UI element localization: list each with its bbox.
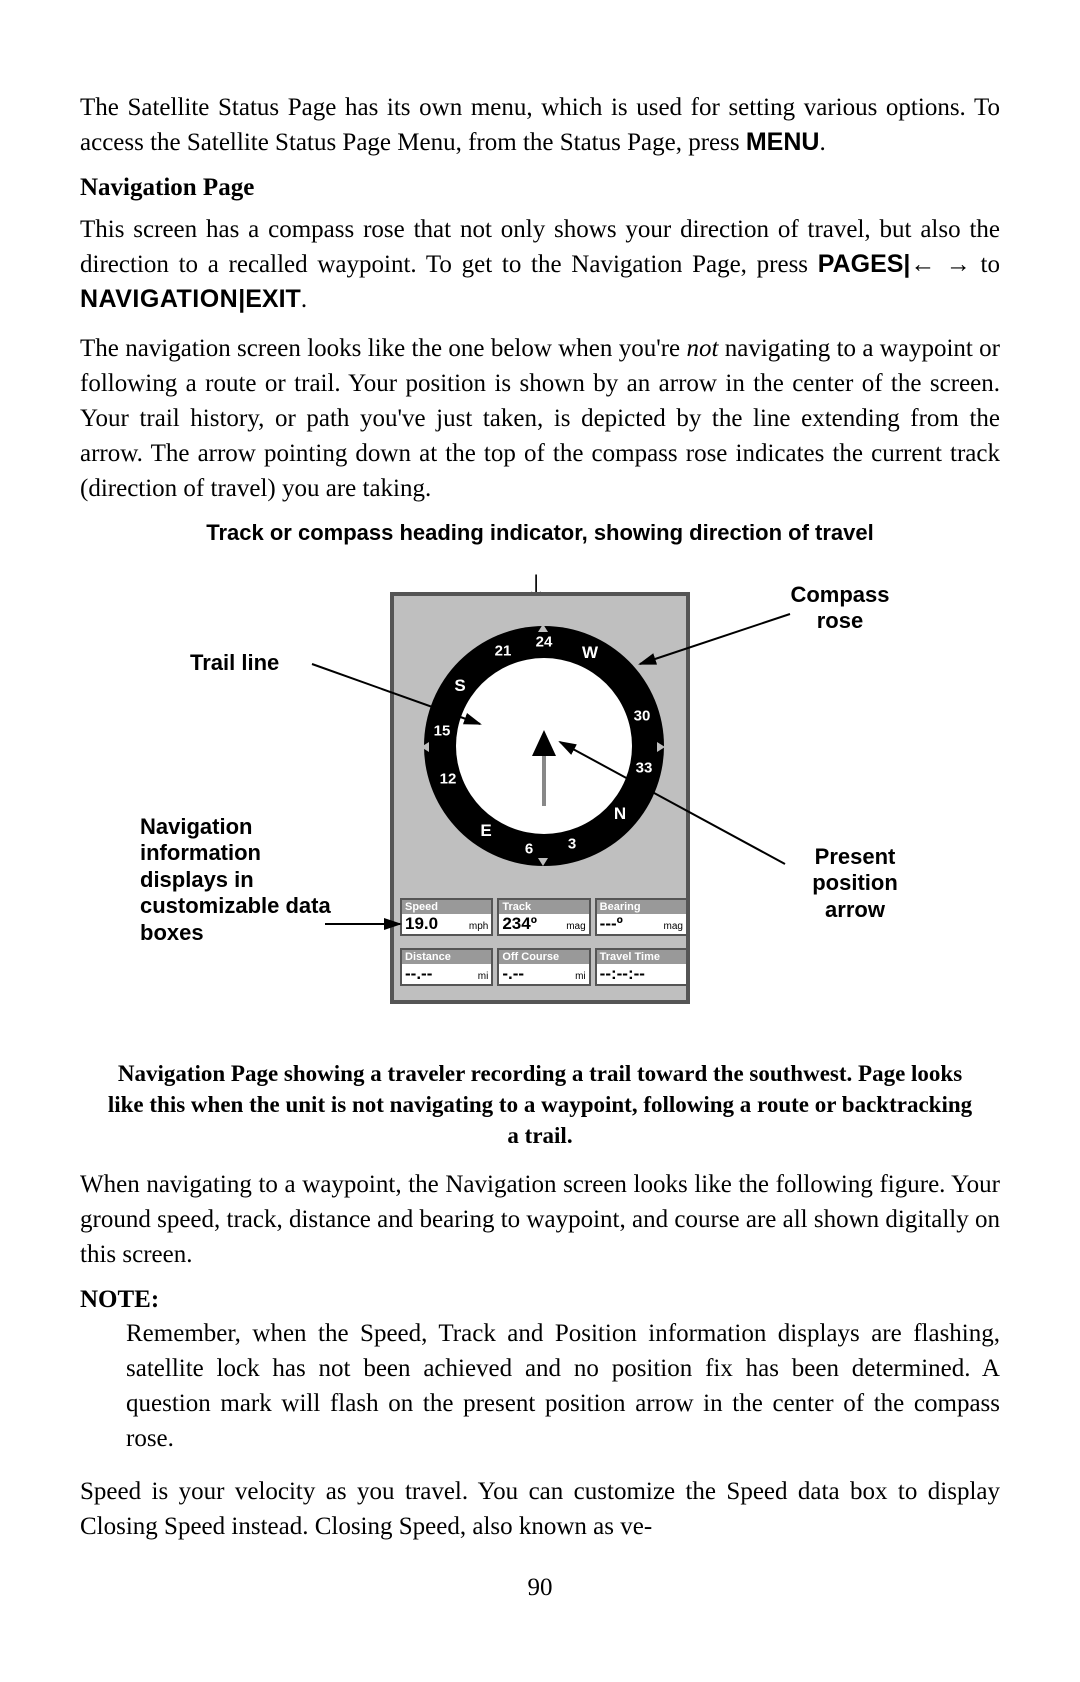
compass-w: W bbox=[582, 643, 598, 663]
callout-present-position: Present position arrow bbox=[790, 844, 920, 923]
compass-30: 30 bbox=[634, 708, 651, 725]
label: Speed bbox=[402, 900, 491, 914]
ui-key-menu: MENU bbox=[746, 128, 820, 156]
page: The Satellite Status Page has its own me… bbox=[0, 0, 1080, 1662]
value: 234º bbox=[502, 914, 537, 934]
compass-21: 21 bbox=[495, 643, 512, 660]
note-label: NOTE: bbox=[80, 1286, 1000, 1314]
note-body: Remember, when the Speed, Track and Posi… bbox=[126, 1316, 1000, 1456]
paragraph-2: This screen has a compass rose that not … bbox=[80, 212, 1000, 317]
figure-caption: Navigation Page showing a traveler recor… bbox=[100, 1058, 980, 1151]
unit: mi bbox=[575, 971, 586, 982]
data-row-2: Distance --.-- mi Off Course -.-- mi Trave… bbox=[400, 948, 688, 986]
paragraph-1: The Satellite Status Page has its own me… bbox=[80, 90, 1000, 160]
compass-15: 15 bbox=[434, 723, 451, 740]
compass-n: N bbox=[614, 804, 626, 824]
unit: mph bbox=[469, 921, 488, 932]
arrows: ← → bbox=[910, 250, 970, 278]
value: --:--:-- bbox=[600, 964, 645, 984]
unit: mi bbox=[478, 971, 489, 982]
compass-3: 3 bbox=[568, 836, 576, 853]
compass-s: S bbox=[454, 676, 465, 696]
compass-33: 33 bbox=[636, 760, 653, 777]
text: . bbox=[819, 129, 825, 156]
label: Travel Time bbox=[597, 950, 686, 964]
value: -.-- bbox=[502, 964, 524, 984]
data-box-distance: Distance --.-- mi bbox=[400, 948, 493, 986]
figure: ↓ 24 21 15 12 6 3 33 30 W S E N bbox=[80, 554, 1000, 1054]
callout-trail-line: Trail line bbox=[190, 650, 279, 676]
data-box-track: Track 234º mag bbox=[497, 898, 590, 936]
label: Off Course bbox=[499, 950, 588, 964]
compass-tick bbox=[538, 624, 548, 632]
compass-tick bbox=[657, 742, 665, 752]
paragraph-5: Speed is your velocity as you travel. Yo… bbox=[80, 1474, 1000, 1544]
label: Distance bbox=[402, 950, 491, 964]
paragraph-3: The navigation screen looks like the one… bbox=[80, 331, 1000, 506]
label: Bearing bbox=[597, 900, 686, 914]
value: --.-- bbox=[405, 964, 432, 984]
value: 19.0 bbox=[405, 914, 438, 934]
text: The Satellite Status Page has its own me… bbox=[80, 94, 1000, 156]
page-number: 90 bbox=[80, 1574, 1000, 1602]
unit: mag bbox=[664, 921, 683, 932]
compass-6: 6 bbox=[525, 841, 533, 858]
data-box-bearing: Bearing ---º mag bbox=[595, 898, 688, 936]
compass-tick bbox=[421, 742, 429, 752]
callout-nav-info: Navigation information displays in custo… bbox=[140, 814, 340, 946]
ui-key-pages: PAGES bbox=[818, 250, 904, 278]
compass-12: 12 bbox=[440, 771, 457, 788]
compass-24: 24 bbox=[536, 634, 553, 651]
present-position-arrow bbox=[532, 730, 556, 756]
text: . bbox=[301, 286, 307, 313]
data-row-1: Speed 19.0 mph Track 234º mag Bearing ---º… bbox=[400, 898, 688, 936]
data-box-offcourse: Off Course -.-- mi bbox=[497, 948, 590, 986]
callout-compass-rose: Compass rose bbox=[780, 582, 900, 635]
data-box-traveltime: Travel Time --:--:-- bbox=[595, 948, 688, 986]
text: to bbox=[971, 251, 1000, 278]
heading-navigation-page: Navigation Page bbox=[80, 174, 1000, 202]
figure-title: Track or compass heading indicator, show… bbox=[80, 520, 1000, 546]
label: Track bbox=[499, 900, 588, 914]
paragraph-4: When navigating to a waypoint, the Navig… bbox=[80, 1167, 1000, 1272]
unit: mag bbox=[566, 921, 585, 932]
emphasis-not: not bbox=[686, 335, 718, 362]
value: ---º bbox=[600, 914, 623, 934]
compass-tick bbox=[538, 858, 548, 866]
compass-e: E bbox=[480, 821, 491, 841]
ui-key-navigation: NAVIGATION bbox=[80, 285, 238, 313]
text: The navigation screen looks like the one… bbox=[80, 335, 686, 362]
ui-key-exit: EXIT bbox=[245, 285, 301, 313]
device-screen: 24 21 15 12 6 3 33 30 W S E N Speed 19.0… bbox=[390, 592, 690, 1004]
data-box-speed: Speed 19.0 mph bbox=[400, 898, 493, 936]
